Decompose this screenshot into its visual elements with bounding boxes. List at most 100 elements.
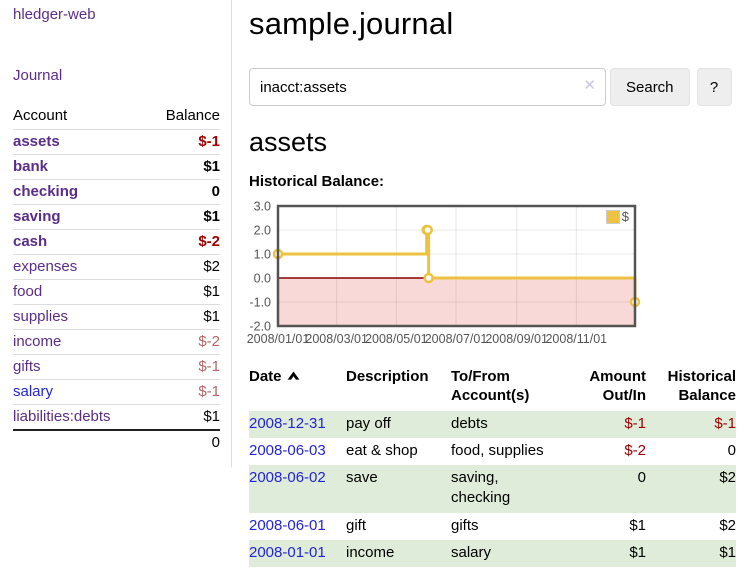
account-link[interactable]: checking bbox=[13, 183, 79, 200]
svg-text:1.0: 1.0 bbox=[254, 248, 271, 262]
account-balance: $1 bbox=[146, 204, 220, 230]
account-row: salary $-1 bbox=[13, 379, 220, 405]
account-row: bank $1 bbox=[13, 154, 220, 180]
transaction-description: gift bbox=[346, 516, 367, 534]
search-button[interactable]: Search bbox=[610, 68, 690, 106]
sidebar-item-journal[interactable]: Journal bbox=[13, 67, 63, 84]
svg-text:-2.0: -2.0 bbox=[249, 320, 271, 334]
transaction-accounts: debts bbox=[451, 414, 488, 432]
account-balance: $1 bbox=[146, 404, 220, 430]
transaction-description: save bbox=[346, 469, 378, 486]
transaction-date-link[interactable]: 2008-06-02 bbox=[249, 469, 326, 486]
account-link[interactable]: gifts bbox=[13, 358, 41, 375]
account-row: income $-2 bbox=[13, 329, 220, 355]
svg-text:2008/05/01: 2008/05/01 bbox=[365, 332, 428, 346]
transaction-date-link[interactable]: 2008-06-01 bbox=[249, 516, 326, 534]
accounts-table-header-row: Account Balance bbox=[13, 104, 220, 130]
account-balance: $-1 bbox=[146, 129, 220, 155]
svg-text:2008/03/01: 2008/03/01 bbox=[305, 332, 368, 346]
account-link[interactable]: food bbox=[13, 283, 43, 300]
register-header-date[interactable]: Date bbox=[249, 365, 346, 411]
account-row: food $1 bbox=[13, 279, 220, 305]
transaction-amount: $1 bbox=[629, 516, 646, 534]
transaction-accounts: food, supplies bbox=[451, 441, 544, 459]
account-link[interactable]: bank bbox=[13, 158, 49, 175]
account-row: liabilities:debts $1 bbox=[13, 404, 220, 430]
search-input[interactable] bbox=[249, 68, 606, 106]
app-title-link[interactable]: hledger-web bbox=[13, 6, 96, 23]
historical-balance-chart: 3.0 2.0 1.0 0.0 -1.0 -2.0 2008/01/01 2008/03/01… bbox=[247, 200, 649, 351]
register-header-description: Description bbox=[346, 368, 429, 385]
svg-text:2008/01/01: 2008/01/01 bbox=[247, 332, 310, 346]
register-header-date-label: Date bbox=[249, 368, 282, 385]
transaction-amount: 0 bbox=[637, 469, 646, 486]
transaction-balance: 0 bbox=[727, 441, 736, 459]
account-row: saving $1 bbox=[13, 204, 220, 230]
account-link[interactable]: assets bbox=[13, 133, 60, 150]
register-table: Date Description To/From Account(s) Amou… bbox=[249, 365, 736, 567]
svg-text:-1.0: -1.0 bbox=[249, 296, 271, 310]
account-link[interactable]: saving bbox=[13, 208, 61, 225]
search-box: ✕ bbox=[249, 68, 606, 106]
svg-text:3.0: 3.0 bbox=[254, 200, 271, 214]
account-link[interactable]: income bbox=[13, 333, 62, 350]
accounts-balance-table: Account Balance assets $-1 bank $1 checking 0… bbox=[13, 104, 220, 455]
account-balance: $-1 bbox=[146, 379, 220, 405]
account-link[interactable]: liabilities:debts bbox=[13, 408, 111, 425]
legend-label: $ bbox=[621, 209, 629, 224]
account-balance: $2 bbox=[146, 254, 220, 280]
account-row: supplies $1 bbox=[13, 304, 220, 330]
page-title: sample.journal bbox=[249, 6, 454, 41]
balance-chart-svg: 3.0 2.0 1.0 0.0 -1.0 -2.02008/01/012008/03/01… bbox=[247, 200, 641, 346]
transaction-description: income bbox=[346, 543, 395, 561]
register-table-body: 2008-12-31 pay off debts $-1 $-1 2008-06-03 ea… bbox=[249, 410, 736, 567]
transaction-date-link[interactable]: 2008-12-31 bbox=[249, 414, 326, 432]
account-balance: $1 bbox=[146, 304, 220, 330]
svg-text:2008/11/01: 2008/11/01 bbox=[545, 332, 607, 346]
register-header-amount: Amount Out/In bbox=[589, 368, 646, 404]
transaction-amount: $-2 bbox=[624, 441, 646, 459]
register-header-row: Date Description To/From Account(s) Amou… bbox=[249, 365, 736, 411]
accounts-header-balance: Balance bbox=[165, 107, 220, 124]
register-header-balance: Historical Balance bbox=[667, 368, 736, 404]
sidebar: hledger-web Journal Account Balance asse… bbox=[0, 0, 232, 467]
register-row: 2008-06-03 eat & shop food, supplies $-2 0 bbox=[249, 438, 736, 465]
account-link[interactable]: salary bbox=[13, 383, 54, 400]
account-row: assets $-1 bbox=[13, 129, 220, 155]
transaction-accounts: saving, checking bbox=[451, 469, 511, 507]
account-balance: 0 bbox=[146, 179, 220, 205]
account-link[interactable]: supplies bbox=[13, 308, 69, 325]
register-row: 2008-12-31 pay off debts $-1 $-1 bbox=[249, 410, 736, 438]
account-balance: $1 bbox=[146, 279, 220, 305]
account-balance: $-2 bbox=[146, 329, 220, 355]
register-row: 2008-06-02 save saving, checking 0 $2 bbox=[249, 465, 736, 513]
account-row: checking 0 bbox=[13, 179, 220, 205]
transaction-description: eat & shop bbox=[346, 441, 418, 459]
account-link[interactable]: cash bbox=[13, 233, 48, 250]
transaction-balance: $-1 bbox=[714, 414, 736, 432]
help-button[interactable]: ? bbox=[696, 68, 732, 106]
account-row: gifts $-1 bbox=[13, 354, 220, 380]
main-content: sample.journal ✕ Search ? assets Histori… bbox=[232, 0, 741, 567]
transaction-amount: $-1 bbox=[624, 414, 646, 432]
accounts-total-spacer bbox=[13, 429, 147, 455]
search-form: ✕ Search ? bbox=[249, 68, 736, 106]
chart-heading: Historical Balance: bbox=[249, 173, 385, 190]
accounts-total-row: 0 bbox=[13, 429, 220, 455]
account-balance: $-1 bbox=[146, 354, 220, 380]
register-row: 2008-01-01 income salary $1 $1 bbox=[249, 539, 736, 567]
transaction-description: pay off bbox=[346, 414, 391, 432]
account-row: cash $-2 bbox=[13, 229, 220, 255]
sort-ascending-icon bbox=[287, 371, 299, 380]
transaction-date-link[interactable]: 2008-01-01 bbox=[249, 543, 326, 561]
register-header-accounts: To/From Account(s) bbox=[451, 368, 530, 404]
accounts-header-account: Account bbox=[13, 107, 68, 124]
legend-swatch-icon bbox=[605, 209, 620, 224]
transaction-date-link[interactable]: 2008-06-03 bbox=[249, 441, 326, 459]
accounts-table-body: assets $-1 bank $1 checking 0 saving $1 cash $-2 e… bbox=[13, 129, 220, 430]
account-link[interactable]: expenses bbox=[13, 258, 78, 275]
transaction-amount: $1 bbox=[629, 543, 646, 561]
svg-text:2.0: 2.0 bbox=[254, 224, 271, 238]
account-row: expenses $2 bbox=[13, 254, 220, 280]
clear-search-icon[interactable]: ✕ bbox=[583, 77, 596, 94]
